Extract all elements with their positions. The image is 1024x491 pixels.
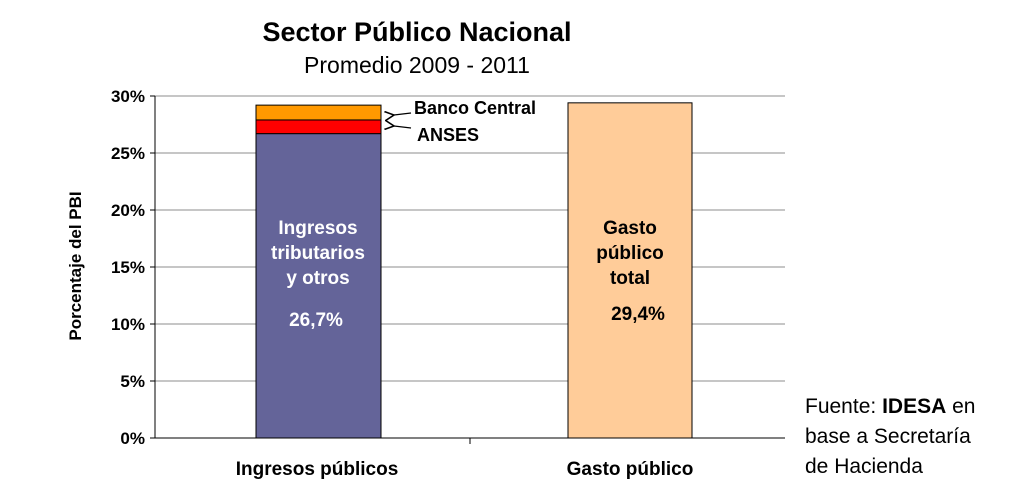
bar-segment-banco-central	[255, 104, 382, 121]
source-prefix: Fuente:	[805, 395, 883, 418]
x-category-gasto: Gasto público	[567, 459, 694, 480]
bar-value-gasto: 29,4%	[611, 304, 665, 325]
y-axis-label: Porcentaje del PBI	[66, 191, 85, 340]
source-suffix: en	[946, 395, 976, 418]
x-category-ingresos: Ingresos públicos	[236, 459, 399, 480]
annotation-banco-central: Banco Central	[414, 98, 536, 118]
chart-subtitle: Promedio 2009 - 2011	[304, 52, 530, 78]
bar-value-ingresos: 26,7%	[289, 310, 343, 331]
annotation-anses: ANSES	[417, 125, 479, 145]
bar-label-ingresos-line3: y otros	[286, 268, 349, 289]
source-line-2: base a Secretaría	[805, 425, 971, 448]
y-tick-label: 20%	[111, 201, 145, 220]
arrow-banco-central	[394, 113, 412, 115]
source-line-1: Fuente: IDESA en	[805, 392, 1020, 422]
bar-segment-ingresos-tributarios-y-otros	[255, 133, 382, 439]
bars	[255, 102, 693, 439]
bar-segment-anses	[255, 119, 382, 135]
chart-title: Sector Público Nacional	[262, 17, 571, 47]
y-tick-label: 25%	[111, 144, 145, 163]
source-line-3: de Hacienda	[805, 455, 923, 478]
bar-label-gasto-line3: total	[610, 268, 650, 289]
source-org: IDESA	[882, 395, 947, 418]
y-tick-label: 0%	[120, 429, 145, 448]
bar-label-gasto-line1: Gasto	[603, 218, 657, 239]
source-note: Fuente: IDESA en base a Secretaría de Ha…	[805, 392, 1020, 482]
y-tick-label: 5%	[120, 372, 145, 391]
y-tick-label: 15%	[111, 258, 145, 277]
y-axis-ticks: 0% 5% 10% 15% 20% 25% 30%	[111, 87, 155, 448]
bar-label-ingresos-line1: Ingresos	[278, 218, 357, 239]
bar-label-gasto-line2: público	[596, 243, 664, 264]
bar-label-ingresos-line2: tributarios	[271, 243, 365, 264]
arrow-anses	[394, 126, 412, 128]
y-tick-label: 30%	[111, 87, 145, 106]
y-tick-label: 10%	[111, 315, 145, 334]
